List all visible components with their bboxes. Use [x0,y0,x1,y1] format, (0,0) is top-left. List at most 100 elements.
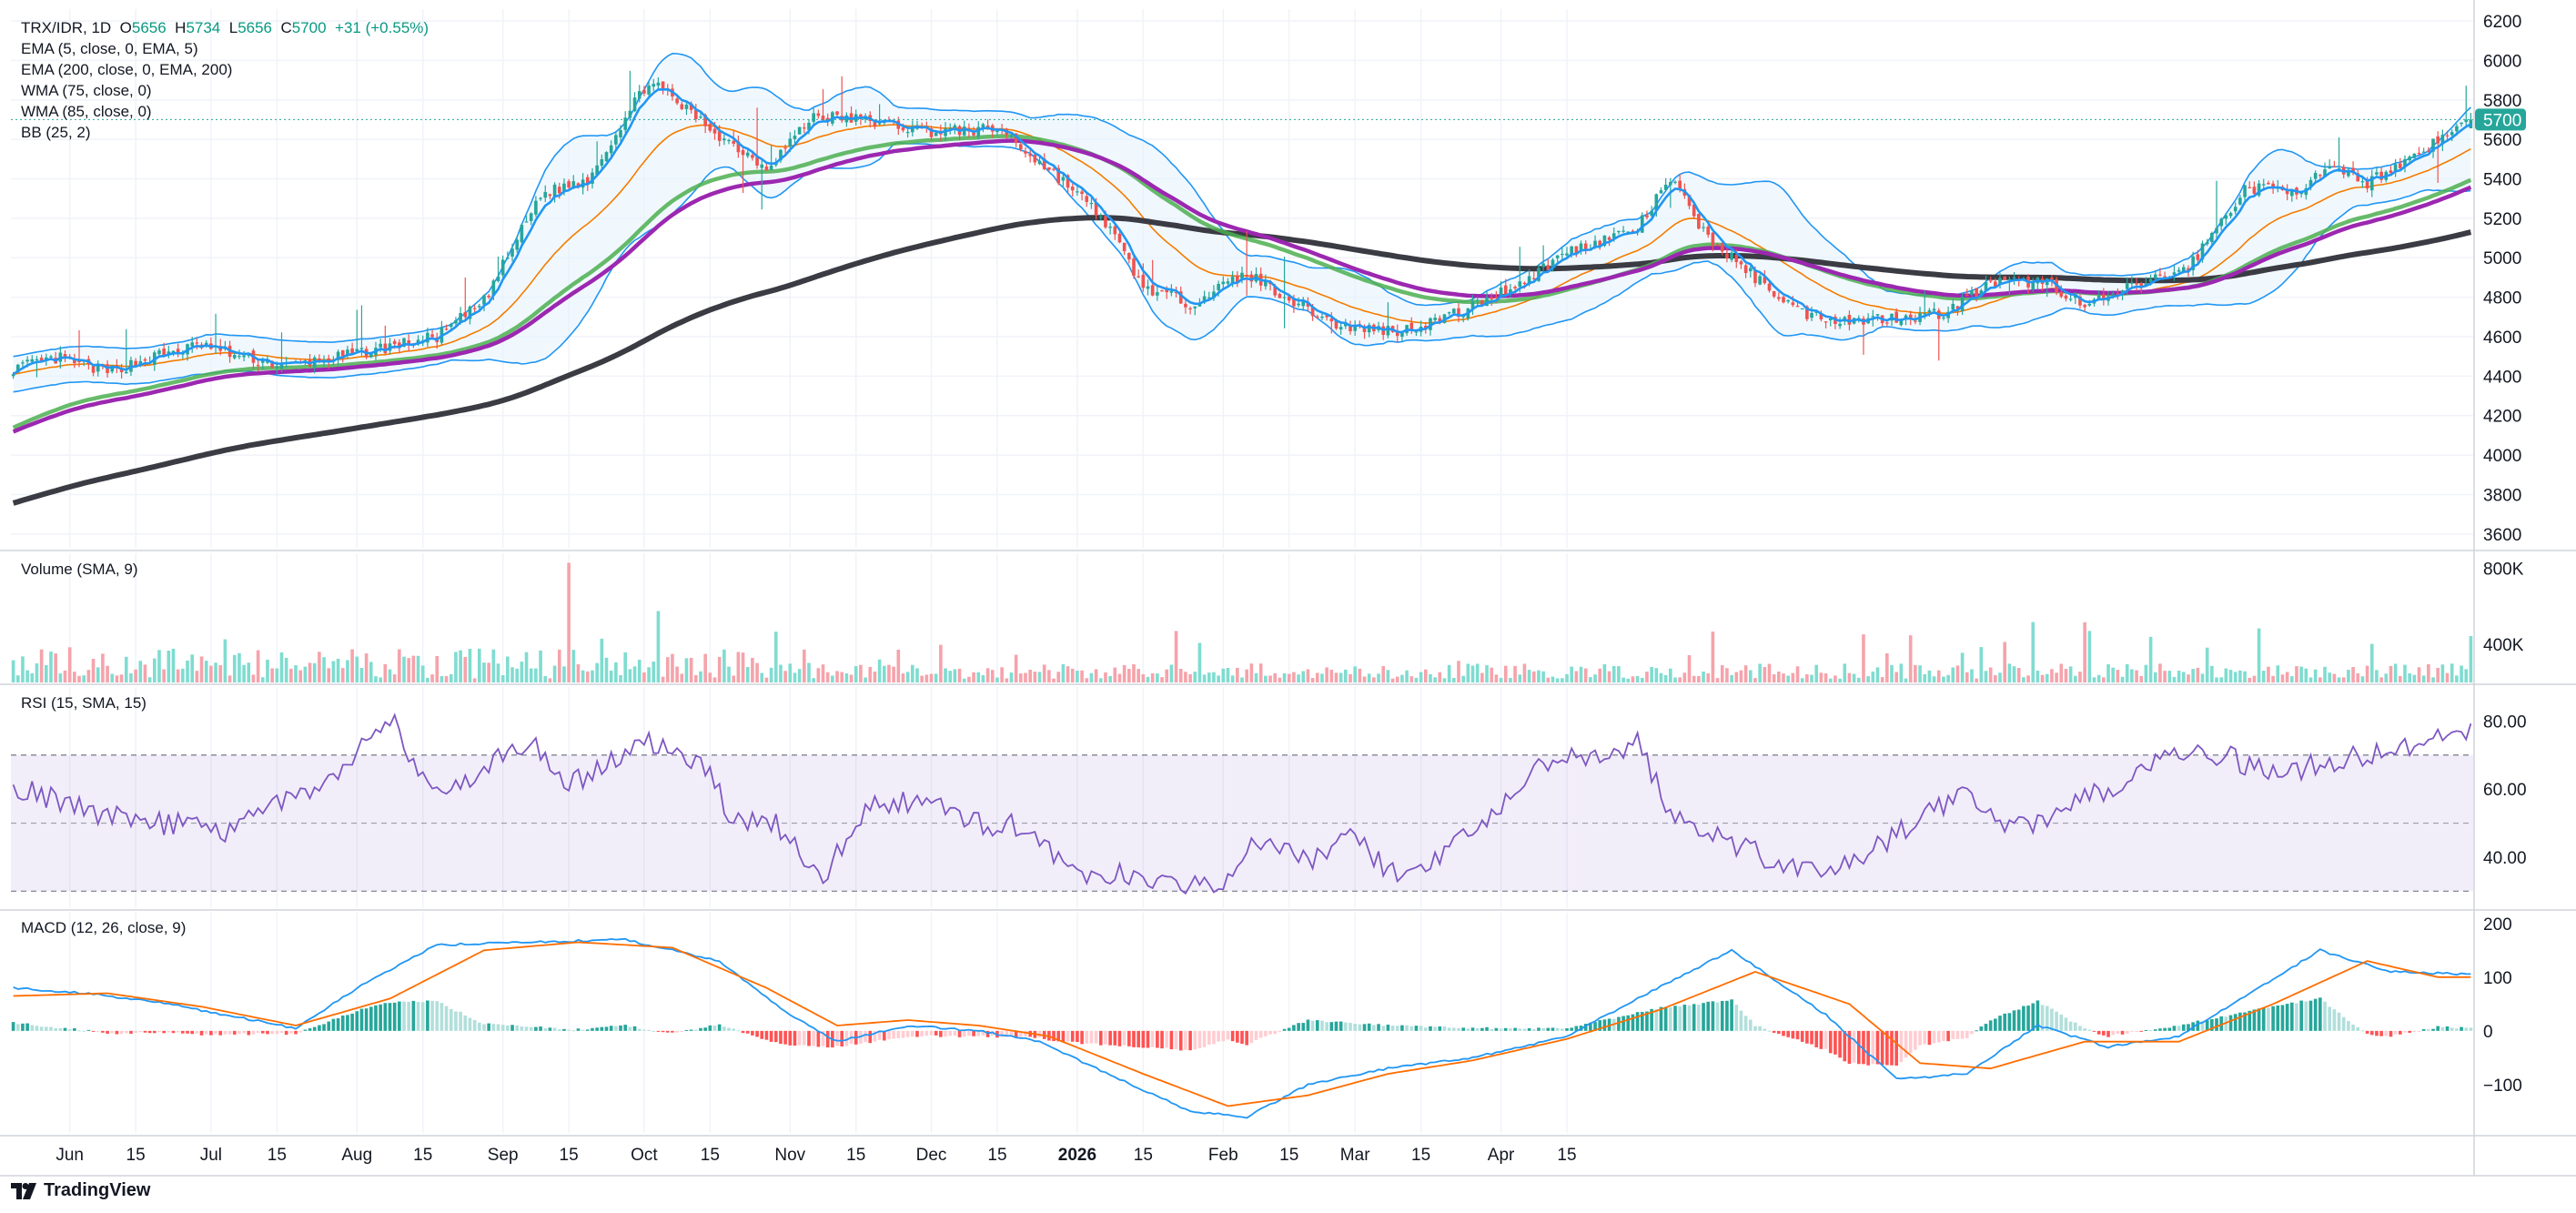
volume-bar [279,652,284,682]
macd-pane-title[interactable]: MACD (12, 26, close, 9) [21,919,187,936]
macd-histogram-bar [2139,1030,2144,1032]
rsi-pane[interactable] [11,713,2473,895]
macd-histogram-bar [152,1030,157,1034]
indicator-ema5-label[interactable]: EMA (5, close, 0, EMA, 5) [21,40,198,57]
volume-bar [1000,667,1004,682]
volume-bar [637,660,641,682]
macd-histogram-bar [2440,1026,2445,1031]
symbol-label[interactable]: TRX/IDR, 1D [21,19,112,36]
volume-bar [346,660,349,682]
volume-bar [1325,667,1328,682]
volume-bar [1885,652,1889,682]
candle-body [1767,283,1772,291]
indicator-wma85-label[interactable]: WMA (85, close, 0) [21,103,152,120]
time-tick-label: 2026 [1058,1146,1096,1165]
macd-histogram-bar [1617,1016,1621,1031]
indicator-ema200-label[interactable]: EMA (200, close, 0, EMA, 200) [21,61,233,78]
macd-histogram-bar [868,1030,873,1044]
candle-body [1080,191,1084,195]
macd-histogram-bar [340,1016,345,1031]
volume-bar [2289,676,2294,682]
volume-bar [741,652,745,682]
volume-bar [119,674,124,682]
volume-bar [322,657,326,682]
macd-histogram-bar [642,1029,646,1031]
rsi-pane-title[interactable]: RSI (15, SMA, 15) [21,694,146,712]
volume-pane[interactable] [11,562,2473,682]
volume-bar [426,677,429,682]
candle-body [552,184,557,197]
tradingview-logo[interactable]: TradingView [11,1180,150,1201]
volume-bar [515,668,520,682]
volume-bar [308,662,312,682]
macd-histogram-bar [2200,1021,2205,1031]
time-axis[interactable]: Jun 15 Jul 15 Aug 15 Sep 15 Oct 15 Nov 15 Dec 15 2026 1… [56,1146,1576,1165]
macd-histogram-bar [953,1030,957,1036]
price-pane[interactable] [11,52,2473,506]
volume-bar [1409,676,1414,682]
candle-body [491,280,496,296]
volume-bar [1240,677,1244,682]
macd-histogram-bar [1207,1030,1211,1045]
volume-bar [751,657,754,682]
macd-histogram-bar [1466,1028,1470,1031]
macd-histogram-bar [1583,1024,1588,1031]
macd-histogram-bar [82,1030,86,1032]
macd-histogram-bar [1654,1009,1659,1031]
macd-histogram-bar [892,1030,895,1039]
macd-histogram-bar [1871,1030,1875,1065]
symbol-ohlc-row[interactable]: TRX/IDR, 1D O5656 H5734 L5656 C5700 +31 … [21,17,429,38]
volume-bar [1245,669,1248,682]
macd-histogram-bar [1715,1002,1720,1031]
macd-pane[interactable] [11,937,2473,1119]
macd-histogram-bar [1409,1026,1414,1031]
volume-bar [2379,677,2383,682]
candle-body [1838,323,1842,327]
volume-pane-title[interactable]: Volume (SMA, 9) [21,561,138,578]
macd-histogram-bar [1009,1030,1014,1036]
volume-bar [1117,673,1122,682]
volume-bar [2040,674,2045,682]
candle-body [1089,202,1094,205]
volume-bar [760,672,764,682]
macd-histogram-bar [2003,1013,2006,1031]
volume-bar [2389,665,2393,682]
candle-body [1998,278,2002,285]
macd-histogram-bar [359,1008,364,1031]
candle-body [1640,215,1644,233]
volume-bar [444,676,449,682]
macd-histogram-bar [510,1025,514,1031]
candle-body [2205,242,2209,245]
macd-histogram-bar [2289,1002,2294,1031]
indicator-wma75-label[interactable]: WMA (75, close, 0) [21,82,152,99]
time-tick-label: Oct [631,1146,658,1165]
macd-histogram-bar [322,1024,326,1031]
candle-body [1975,288,1978,298]
macd-histogram-bar [1734,1005,1739,1031]
candle-body [1104,216,1107,227]
macd-histogram-bar [920,1030,924,1036]
volume-bar [256,650,260,682]
volume-bar [1509,677,1512,682]
volume-bar [840,672,844,682]
macd-histogram-bar [2369,1030,2374,1036]
macd-histogram-bar [972,1030,975,1036]
price-axis[interactable]: 6200600058005600540052005000480046004400… [2483,13,2521,545]
pane-separators[interactable] [0,0,2576,1177]
volume-bar [1480,672,1484,682]
volume-bar [1076,671,1079,682]
low-value: 5656 [237,19,273,36]
candle-body [2408,157,2411,161]
macd-histogram-bar [119,1030,124,1035]
macd-histogram-bar [2219,1016,2224,1031]
macd-histogram-bar [1499,1028,1503,1031]
volume-bar [1193,672,1197,682]
macd-histogram-bar [562,1028,566,1031]
candle-body [2068,298,2073,300]
macd-histogram-bar [703,1027,707,1031]
candle-body [1202,296,1207,303]
indicator-bb-label[interactable]: BB (25, 2) [21,124,91,141]
macd-histogram-bar [1918,1030,1922,1046]
